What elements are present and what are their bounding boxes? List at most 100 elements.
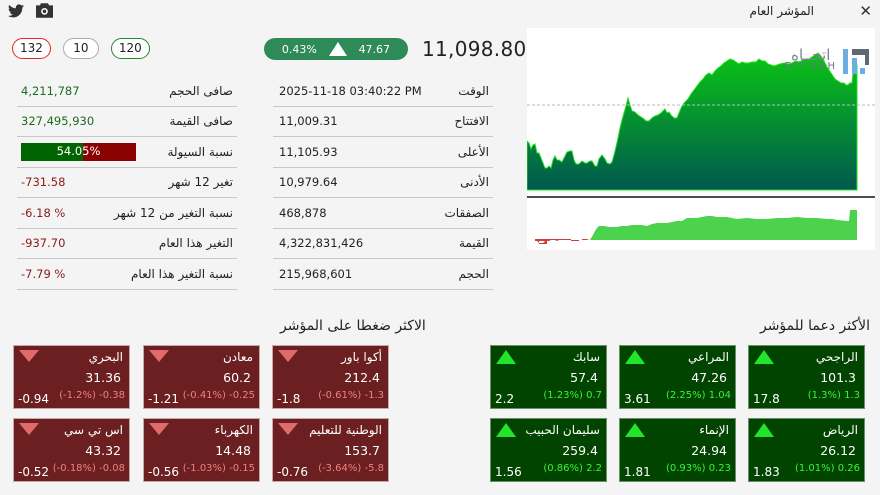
up-arrow-icon: [328, 42, 347, 56]
stock-price: 60.2: [223, 370, 251, 385]
stat-row: 54.05% نسبة السيولة: [17, 137, 237, 168]
stock-tile-support[interactable]: الإنماء 24.94 (0.93%) 0.23 1.81: [619, 418, 736, 482]
stock-tile-support[interactable]: المراعي 47.26 (2.25%) 1.04 3.61: [619, 345, 736, 409]
time-label: الوقت: [458, 83, 489, 98]
volume-label: الحجم: [458, 266, 489, 281]
stock-change: (1.23%) 0.7: [543, 390, 602, 401]
up-arrow-icon: [496, 423, 516, 437]
stock-name: الوطنية للتعليم: [309, 423, 382, 437]
open-label: الافتتاح: [454, 114, 489, 129]
low-value: 10,979.64: [279, 175, 338, 190]
twitter-icon[interactable]: [8, 4, 24, 18]
stat-row: 11,009.31 الافتتاح: [273, 107, 493, 137]
stock-name: الراجحي: [815, 350, 858, 364]
stock-name: المراعي: [687, 350, 729, 364]
unchanged-count-badge: 10: [62, 38, 99, 59]
turnover-label: القيمة: [458, 236, 489, 251]
stock-tile-pressure[interactable]: الكهرباء 14.48 (-1.03%) -0.15 -0.56: [143, 418, 260, 482]
window-title: المؤشر العام: [749, 4, 814, 18]
down-arrow-icon: [149, 423, 169, 435]
stock-price: 43.32: [85, 443, 121, 458]
open-value: 11,009.31: [279, 114, 338, 129]
price-area-fill: [527, 52, 858, 191]
stock-tile-pressure[interactable]: الوطنية للتعليم 153.7 (-3.64%) -5.8 -0.7…: [272, 418, 389, 482]
logo-english-text: ETTIJAH: [784, 61, 837, 72]
most-support-title: الأكثر دعما للمؤشر: [759, 318, 870, 334]
logo-arabic-text: اتجــاه: [791, 46, 831, 64]
low-label: الأدنى: [460, 175, 489, 190]
stock-tile-pressure[interactable]: البحري 31.36 (-1.2%) -0.38 -0.94: [13, 345, 130, 409]
up-arrow-icon: [625, 350, 645, 364]
index-impact: 17.8: [753, 392, 780, 406]
index-impact: -0.52: [18, 465, 50, 479]
index-stats-table: 2025-11-18 03:40:22 PM الوقت 11,009.31 ا…: [273, 76, 493, 290]
stock-price: 47.26: [691, 370, 727, 385]
trades-value: 468,878: [279, 205, 327, 220]
time-value: 2025-11-18 03:40:22 PM: [279, 83, 422, 98]
index-value: 11,098.80: [422, 37, 527, 61]
stat-row: 10,979.64 الأدنى: [273, 168, 493, 198]
stock-change: (2.25%) 1.04: [665, 390, 731, 401]
stock-tile-support[interactable]: سابك 57.4 (1.23%) 0.7 2.2: [490, 345, 607, 409]
stock-change: (-1.2%) -0.38: [59, 390, 125, 401]
stock-tile-pressure[interactable]: أكوا باور 212.4 (-0.61%) -1.3 -1.8: [272, 345, 389, 409]
liquidity-outflow-segment: [83, 142, 136, 161]
stat-row: 11,105.93 الأعلى: [273, 137, 493, 168]
trades-label: الصفقات: [444, 205, 490, 220]
down-arrow-icon: [19, 423, 39, 435]
up-arrow-icon: [496, 350, 516, 364]
stock-price: 259.4: [562, 443, 598, 458]
stock-change: (-0.61%) -1.3: [318, 390, 384, 401]
change-pct-ytd-value: -7.79 %: [21, 266, 66, 281]
index-change-points: 47.67: [358, 42, 391, 56]
change-pct-12m-value: -6.18 %: [21, 205, 66, 220]
camera-icon[interactable]: [36, 3, 53, 18]
stock-tile-pressure[interactable]: اس تي سي 43.32 (-0.18%) -0.08 -0.52: [13, 418, 130, 482]
stock-price: 101.3: [820, 370, 856, 385]
stock-name: الإنماء: [699, 423, 729, 437]
stat-row: -731.58 تغير 12 شهر: [17, 168, 237, 198]
volume-down-bars: [528, 239, 589, 244]
index-change-pill: 0.43% 47.67: [264, 38, 408, 60]
stock-change: (1.3%) 1.3: [807, 390, 860, 401]
volume-value: 215,968,601: [279, 266, 353, 281]
index-impact: -1.8: [277, 392, 301, 406]
stat-row: 215,968,601 الحجم: [273, 259, 493, 290]
index-change-percent: 0.43%: [281, 42, 317, 56]
stock-name: أكوا باور: [341, 350, 382, 364]
liquidity-ratio-value: 54.05%: [56, 143, 101, 158]
stock-price: 14.48: [215, 443, 251, 458]
advancing-count-badge: 120: [110, 38, 150, 59]
index-impact: -1.21: [148, 392, 180, 406]
stat-row: 327,495,930 صافى القيمة: [17, 107, 237, 137]
change-ytd-label: التغير هذا العام: [158, 236, 233, 251]
stock-tile-support[interactable]: الراجحي 101.3 (1.3%) 1.3 17.8: [748, 345, 865, 409]
net-volume-value: 4,211,787: [21, 83, 80, 98]
declining-count-badge: 132: [12, 38, 51, 59]
change-12m-label: تغير 12 شهر: [168, 175, 234, 190]
stock-change: (0.93%) 0.23: [665, 463, 731, 474]
up-arrow-icon: [754, 423, 774, 437]
stock-change: (-3.64%) -5.8: [318, 463, 384, 474]
change-pct-12m-label: نسبة التغير من 12 شهر: [113, 205, 233, 220]
close-icon[interactable]: ✕: [859, 2, 872, 20]
net-volume-label: صافى الحجم: [169, 83, 233, 98]
turnover-value: 4,322,831,426: [279, 236, 364, 251]
stock-name: البحري: [88, 350, 123, 364]
stock-change: (-0.18%) -0.08: [52, 463, 125, 474]
market-breadth: 132 10 120: [12, 38, 150, 59]
ettijah-logo: اتجــاه ETTIJAH: [785, 48, 869, 74]
stock-tile-support[interactable]: سليمان الحبيب 259.4 (0.86%) 2.2 1.56: [490, 418, 607, 482]
stock-tile-pressure[interactable]: معادن 60.2 (-0.41%) -0.25 -1.21: [143, 345, 260, 409]
most-pressure-title: الاكثر ضغطا على المؤشر: [280, 318, 426, 334]
up-arrow-icon: [625, 423, 645, 437]
stock-change: (1.01%) 0.26: [794, 463, 860, 474]
high-label: الأعلى: [457, 144, 489, 159]
intraday-chart[interactable]: اتجــاه ETTIJAH: [527, 28, 875, 250]
net-value-value: 327,495,930: [21, 114, 95, 129]
stock-change: (-0.41%) -0.25: [182, 390, 255, 401]
stat-row: -7.79 % نسبة التغير هذا العام: [17, 259, 237, 290]
liquidity-inflow-segment: [21, 142, 84, 161]
stock-tile-support[interactable]: الرياض 26.12 (1.01%) 0.26 1.83: [748, 418, 865, 482]
stock-price: 57.4: [570, 370, 598, 385]
